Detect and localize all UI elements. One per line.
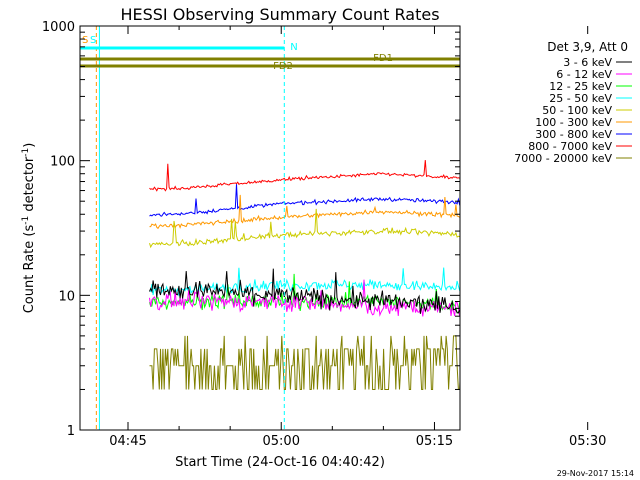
x-tick-label: 05:30 [569, 434, 606, 449]
y-axis-label-main: Count Rate (s [22, 225, 37, 314]
x-tick-label: 04:45 [109, 434, 146, 449]
legend-label: 800 - 7000 keV [528, 140, 612, 153]
legend-label: 12 - 25 keV [549, 80, 612, 93]
plot-annotation: FD2 [273, 61, 293, 72]
y-tick-label: 1000 [42, 20, 75, 35]
legend-label: 100 - 300 keV [535, 116, 612, 129]
series-line [149, 273, 460, 314]
legend-label: 7000 - 20000 keV [514, 152, 612, 165]
x-axis-label: Start Time (24-Oct-16 04:40:42) [175, 455, 385, 470]
x-tick-label: 05:00 [263, 434, 300, 449]
chart-title: HESSI Observing Summary Count Rates [120, 5, 439, 24]
series-line [149, 194, 460, 230]
legend-label: 6 - 12 keV [556, 68, 612, 81]
plot-frame [79, 25, 461, 431]
series-line [149, 208, 460, 249]
plot-annotation: S [82, 35, 88, 46]
plot-annotation: FD1 [373, 53, 393, 64]
series-line [149, 267, 460, 297]
y-axis-label-sup2: -1 [21, 148, 31, 157]
series-line [149, 160, 460, 192]
y-tick-label: 100 [50, 155, 75, 170]
series-line [149, 268, 460, 314]
y-tick-label: 1 [67, 424, 75, 439]
legend-label: 3 - 6 keV [563, 56, 612, 69]
timestamp: 29-Nov-2017 15:14 [557, 469, 634, 478]
y-axis-label-end: ) [22, 143, 37, 148]
y-axis-label: Count Rate (s-1 detector-1) [21, 143, 37, 314]
legend-label: 300 - 800 keV [535, 128, 612, 141]
y-tick-label: 10 [58, 289, 75, 304]
y-axis-label-sup1: -1 [21, 216, 31, 225]
series-line [149, 184, 460, 217]
legend-title: Det 3,9, Att 0 [547, 40, 628, 54]
y-axis-label-mid: detector [22, 156, 37, 216]
plot-annotation: S [90, 35, 96, 46]
legend-label: 25 - 50 keV [549, 92, 612, 105]
x-tick-label: 05:15 [416, 434, 453, 449]
plot-annotation: N [290, 42, 297, 53]
series-line [149, 335, 460, 390]
legend-label: 50 - 100 keV [542, 104, 612, 117]
